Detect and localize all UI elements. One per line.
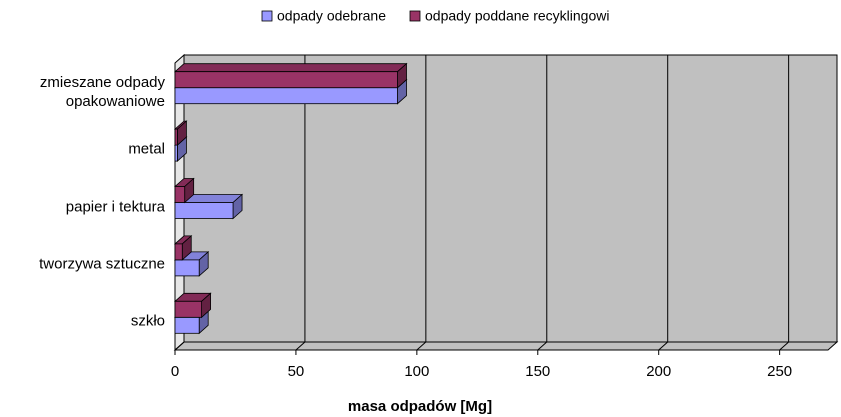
bar [173, 177, 195, 204]
grid-line [537, 341, 548, 351]
x-tick-label: 150 [525, 363, 550, 380]
bar-top [173, 63, 408, 73]
x-tick-label: 200 [646, 363, 671, 380]
x-tick-label: 0 [171, 363, 179, 380]
bar-front [174, 87, 398, 105]
bar [173, 292, 212, 319]
bar-front [174, 202, 234, 219]
legend-swatch [409, 10, 421, 22]
grid-line [416, 341, 427, 351]
y-tick-label: zmieszane odpady opakowaniowe [39, 73, 165, 110]
bar-front [174, 316, 200, 334]
bar [173, 62, 408, 89]
floor [173, 341, 839, 351]
bar-front [174, 300, 203, 318]
x-tick-label: 250 [767, 363, 792, 380]
x-tick-label: 100 [404, 363, 429, 380]
bar-front [174, 128, 178, 146]
bar-front [174, 144, 178, 162]
x-tick-label: 50 [288, 363, 305, 380]
legend-swatch [261, 10, 273, 22]
grid-line [295, 341, 306, 351]
grid-line [779, 341, 789, 351]
bar [173, 251, 210, 277]
bar [173, 235, 193, 261]
bar-front [174, 243, 183, 261]
grid-line [658, 341, 669, 351]
y-tick-label: szkło [130, 312, 165, 330]
bar-front [174, 259, 200, 277]
legend-label: odpady odebrane [277, 8, 386, 24]
grid-line [174, 341, 185, 351]
bar [173, 120, 188, 146]
y-tick-label: papier i tektura [65, 198, 165, 215]
legend-label: odpady poddane recyklingowi [425, 8, 609, 24]
y-tick-label: tworzywa sztuczne [39, 255, 165, 273]
y-tick-label: metal [128, 140, 165, 158]
bar-front [174, 71, 398, 89]
x-axis-title: masa odpadów [Mg] [348, 398, 492, 415]
bar-front [174, 186, 186, 203]
